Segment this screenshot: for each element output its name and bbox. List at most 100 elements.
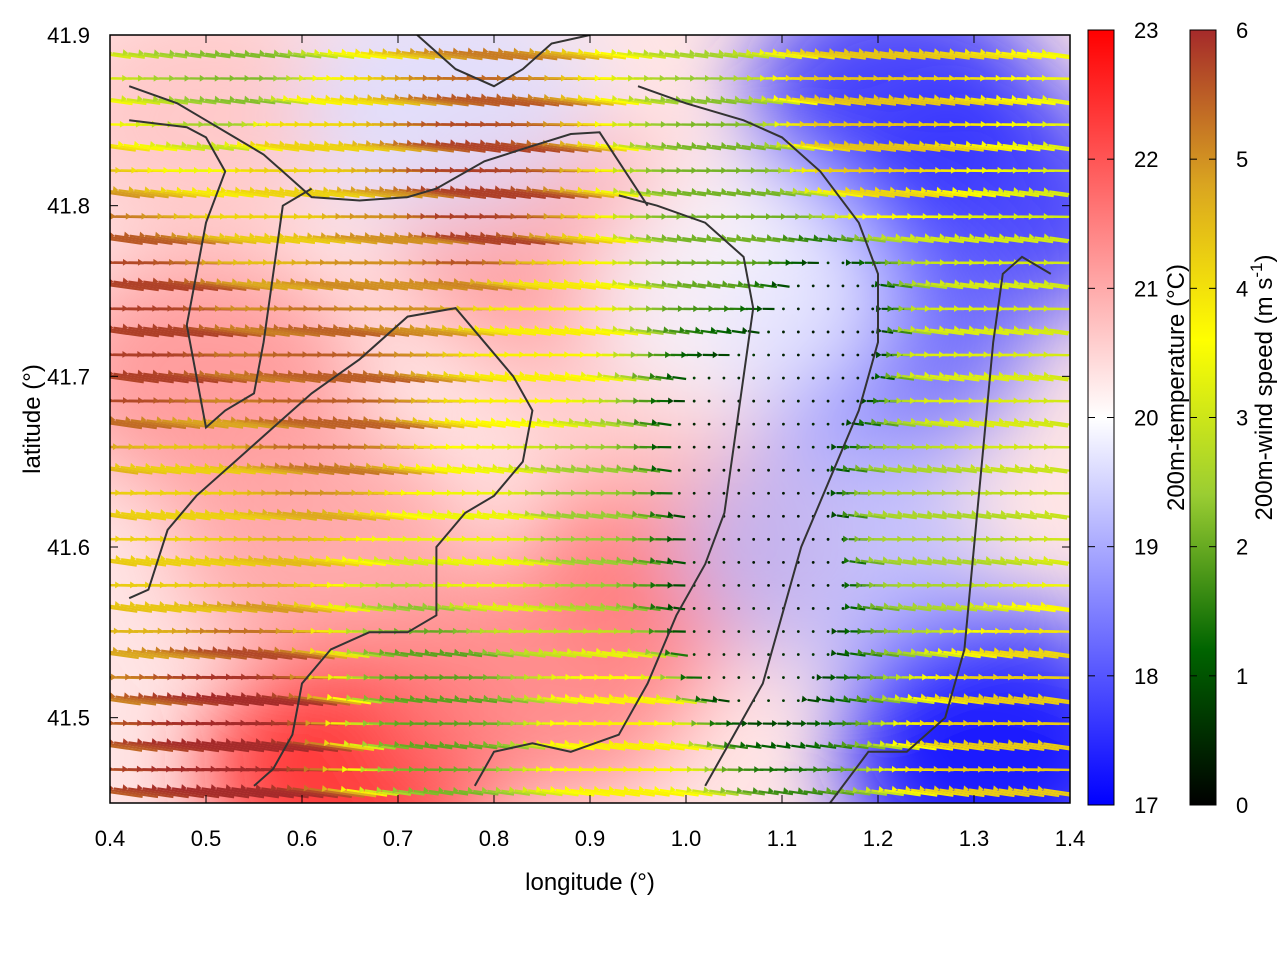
- wind-vector: [204, 462, 256, 475]
- wind-vector: [600, 556, 634, 566]
- wind-vector: [492, 601, 534, 613]
- wind-vector: [202, 600, 258, 614]
- wind-vector: [891, 785, 938, 797]
- x-tick-label: 0.7: [383, 826, 414, 851]
- wind-vector: [811, 630, 815, 633]
- wind-vector: [707, 607, 711, 610]
- wind-vector: [110, 466, 153, 475]
- wind-vector: [767, 607, 770, 610]
- wind-vector: [912, 602, 947, 612]
- colorbar-tick-label: 18: [1134, 664, 1158, 689]
- wind-vector: [623, 739, 670, 751]
- wind-vector: [174, 555, 226, 567]
- wind-vector: [919, 739, 970, 751]
- x-tick-label: 1.1: [767, 826, 798, 851]
- wind-speed-colorbar-label-main: 200m-wind speed (: [1251, 316, 1278, 520]
- wind-vector: [752, 584, 756, 587]
- wind-speed-colorbar-label: 200m-wind speed (m s-1): [1247, 255, 1278, 521]
- wind-vector: [826, 422, 830, 426]
- wind-vector: [677, 468, 681, 472]
- wind-vector: [767, 376, 770, 380]
- wind-vector: [549, 739, 595, 751]
- wind-vector: [650, 489, 673, 497]
- x-tick-label: 1.3: [959, 826, 990, 851]
- wind-vector: [584, 602, 620, 612]
- x-tick-label: 0.6: [287, 826, 318, 851]
- wind-vector: [341, 555, 387, 567]
- wind-vector: [230, 600, 289, 614]
- wind-vector: [392, 786, 425, 796]
- wind-vector: [245, 600, 304, 614]
- wind-vector: [506, 555, 549, 566]
- wind-vector: [271, 692, 338, 706]
- wind-vector: [262, 508, 317, 521]
- wind-vector: [649, 510, 674, 519]
- wind-vector: [796, 422, 800, 426]
- temperature-colorbar-label-main: 200m-temperature (: [1163, 299, 1190, 511]
- wind-vector: [892, 739, 937, 751]
- wind-vector: [841, 422, 845, 426]
- wind-vector: [261, 600, 318, 614]
- wind-speed-colorbar-label-exponent: -1: [1247, 263, 1266, 278]
- wind-vector: [363, 648, 395, 658]
- wind-vector: [926, 510, 962, 520]
- wind-vector: [507, 509, 548, 520]
- wind-vector: [940, 602, 978, 612]
- wind-vector: [608, 693, 656, 705]
- wind-vector: [883, 648, 916, 658]
- wind-vector: [692, 560, 696, 564]
- wind-vector: [767, 491, 770, 495]
- wind-vector: [293, 554, 346, 567]
- wind-vector: [216, 600, 274, 614]
- wind-vector: [468, 648, 498, 658]
- wind-vector: [841, 741, 869, 750]
- wind-vector: [337, 508, 391, 521]
- wind-vector: [423, 786, 454, 796]
- x-tick-label: 0.9: [575, 826, 606, 851]
- wind-vector: [926, 556, 962, 566]
- wind-vector: [376, 786, 412, 796]
- wind-vector: [941, 510, 977, 520]
- wind-vector: [110, 606, 138, 613]
- wind-vector: [868, 694, 901, 704]
- wind-vector: [233, 554, 287, 567]
- wind-vector: [977, 785, 1030, 798]
- wind-vector: [826, 560, 830, 564]
- wind-vector: [538, 602, 576, 612]
- wind-vector: [677, 445, 681, 449]
- wind-vector: [782, 399, 785, 403]
- wind-vector: [110, 560, 137, 567]
- wind-vector: [276, 508, 333, 521]
- wind-vector: [692, 653, 696, 656]
- wind-vector: [752, 514, 756, 518]
- wind-vector: [388, 555, 429, 566]
- wind-vector: [667, 581, 686, 589]
- wind-vector: [934, 693, 984, 705]
- wind-vector: [219, 508, 271, 521]
- x-tick-label: 1.0: [671, 826, 702, 851]
- wind-vector: [1025, 601, 1070, 613]
- wind-vector: [920, 693, 968, 705]
- wind-vector: [737, 699, 741, 702]
- wind-vector: [856, 307, 860, 311]
- wind-vector: [129, 600, 182, 613]
- wind-vector: [826, 445, 830, 449]
- wind-vector: [554, 602, 591, 612]
- wind-vector: [811, 353, 815, 357]
- wind-vector: [722, 653, 726, 656]
- wind-vector: [407, 602, 440, 612]
- wind-vector: [491, 509, 534, 520]
- wind-vector: [115, 508, 167, 521]
- wind-vector: [477, 601, 519, 613]
- wind-vector: [664, 649, 689, 657]
- wind-vector: [638, 739, 685, 751]
- wind-vector: [707, 491, 711, 495]
- wind-vector: [1007, 693, 1060, 705]
- wind-vector: [707, 630, 711, 633]
- wind-vector: [722, 376, 726, 380]
- x-tick-label: 0.4: [95, 826, 126, 851]
- wind-vector: [112, 646, 170, 660]
- wind-vector: [767, 445, 770, 449]
- wind-vector: [552, 647, 592, 659]
- wind-vector: [1023, 647, 1070, 659]
